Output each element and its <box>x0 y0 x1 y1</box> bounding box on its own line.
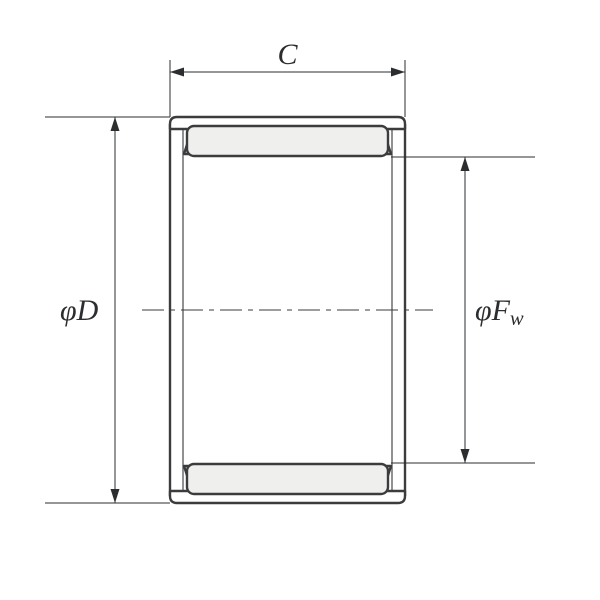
dimension-arrowhead <box>111 489 120 503</box>
needle-roller <box>187 464 388 494</box>
dim-label-c: C <box>277 38 298 71</box>
dim-label-fw: φFw <box>475 294 524 330</box>
needle-roller <box>187 126 388 156</box>
dimension-arrowhead <box>461 157 470 171</box>
dim-label-d: φD <box>60 294 99 327</box>
dimension-arrowhead <box>170 68 184 77</box>
dimension-arrowhead <box>461 449 470 463</box>
dimension-arrowhead <box>391 68 405 77</box>
bearing-cross-section-diagram: CφD φFw <box>0 0 600 600</box>
dimension-arrowhead <box>111 117 120 131</box>
